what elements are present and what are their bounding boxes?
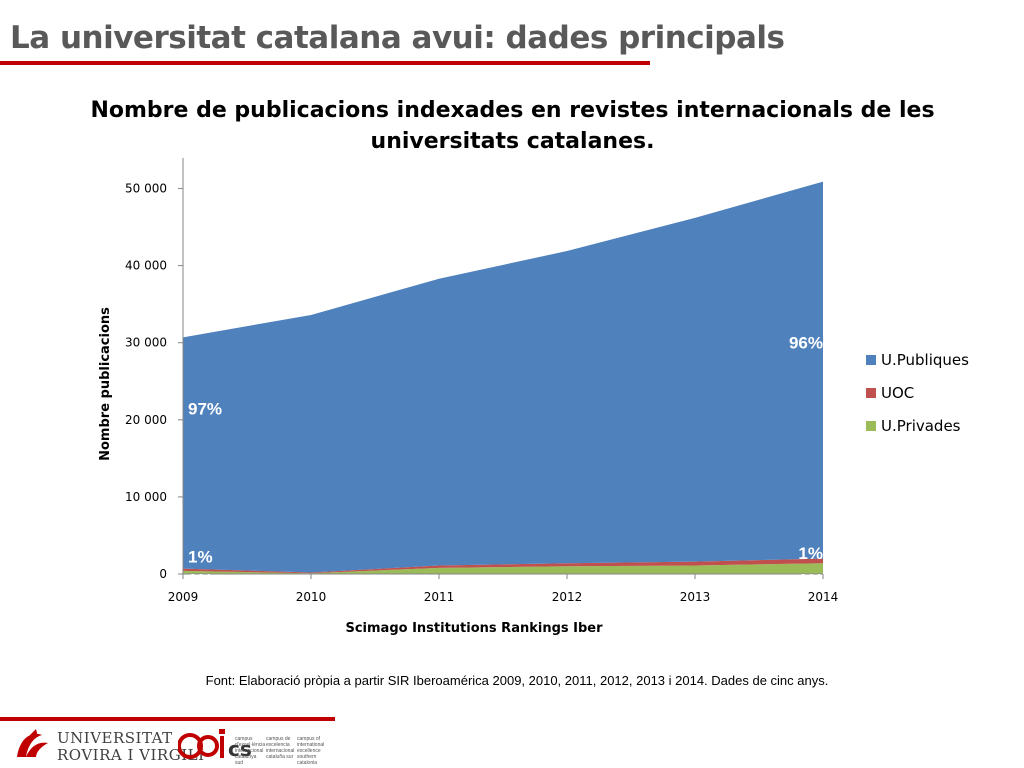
urv-line-1: UNIVERSITAT <box>57 729 173 747</box>
data-label-u-privades: 3% <box>798 570 823 589</box>
cei-cs-mark: cs <box>228 737 252 761</box>
x-tick-label: 2012 <box>552 590 583 604</box>
cei-text-english: campus of international excellence south… <box>297 736 325 766</box>
slide-title: La universitat catalana avui: dades prin… <box>10 20 785 56</box>
area-uoc <box>183 558 823 574</box>
legend-label-uoc: UOC <box>881 384 914 402</box>
legend-swatch-u-publiques <box>866 355 876 365</box>
chart-title: Nombre de publicacions indexades en revi… <box>90 98 935 154</box>
y-tick-label: 40 000 <box>125 259 167 273</box>
y-tick-label: 30 000 <box>125 336 167 350</box>
urv-logo-text: UNIVERSITAT ROVIRA I VIRGILI <box>57 730 205 764</box>
area-u-publiques <box>183 181 823 573</box>
x-axis-label: Scimago Institutions Rankings Iber <box>345 621 603 636</box>
cei-text-catalan: campus d'excel·lència internacional cata… <box>235 736 266 766</box>
x-tick-label: 2014 <box>808 590 839 604</box>
cei-logo-icon: cs <box>178 729 252 761</box>
data-label-u-publiques: 97% <box>188 399 222 418</box>
data-label-uoc: 1% <box>798 544 823 563</box>
x-tick-label: 2010 <box>296 590 327 604</box>
x-tick-label: 2011 <box>424 590 455 604</box>
data-label-u-privades: 0% <box>188 570 213 589</box>
chart-axes <box>178 158 824 579</box>
chart-data-labels: 97% 96% 1% 1% 0% 3% <box>188 334 823 590</box>
y-tick-label: 10 000 <box>125 490 167 504</box>
area-u-privades <box>183 563 823 574</box>
legend-swatch-uoc <box>866 388 876 398</box>
y-tick-label: 20 000 <box>125 413 167 427</box>
data-label-uoc: 1% <box>188 547 213 566</box>
y-tick-label: 0 <box>159 567 167 581</box>
chart-legend: U.Publiques UOC U.Privades <box>866 351 969 435</box>
urv-logo-icon <box>12 727 52 761</box>
legend-label-u-privades: U.Privades <box>881 417 961 435</box>
urv-line-2: ROVIRA I VIRGILI <box>57 746 205 764</box>
data-label-u-publiques: 96% <box>789 334 823 353</box>
x-tick-label: 2009 <box>168 590 199 604</box>
y-tick-label: 50 000 <box>125 182 167 196</box>
chart-areas <box>183 181 823 574</box>
legend-swatch-u-privades <box>866 421 876 431</box>
chart-tick-labels: 0 10 000 20 000 30 000 40 000 50 000 2009 2010 2… <box>125 182 838 604</box>
legend-label-u-publiques: U.Publiques <box>881 351 969 369</box>
title-divider <box>0 61 650 65</box>
y-axis-label: Nombre publicacions <box>98 307 113 461</box>
x-tick-label: 2013 <box>680 590 711 604</box>
footer-divider <box>0 717 335 721</box>
cei-text-spanish: campus de excelencia internacional catal… <box>266 736 295 760</box>
source-note: Font: Elaboració pròpia a partir SIR Ibe… <box>205 673 829 688</box>
